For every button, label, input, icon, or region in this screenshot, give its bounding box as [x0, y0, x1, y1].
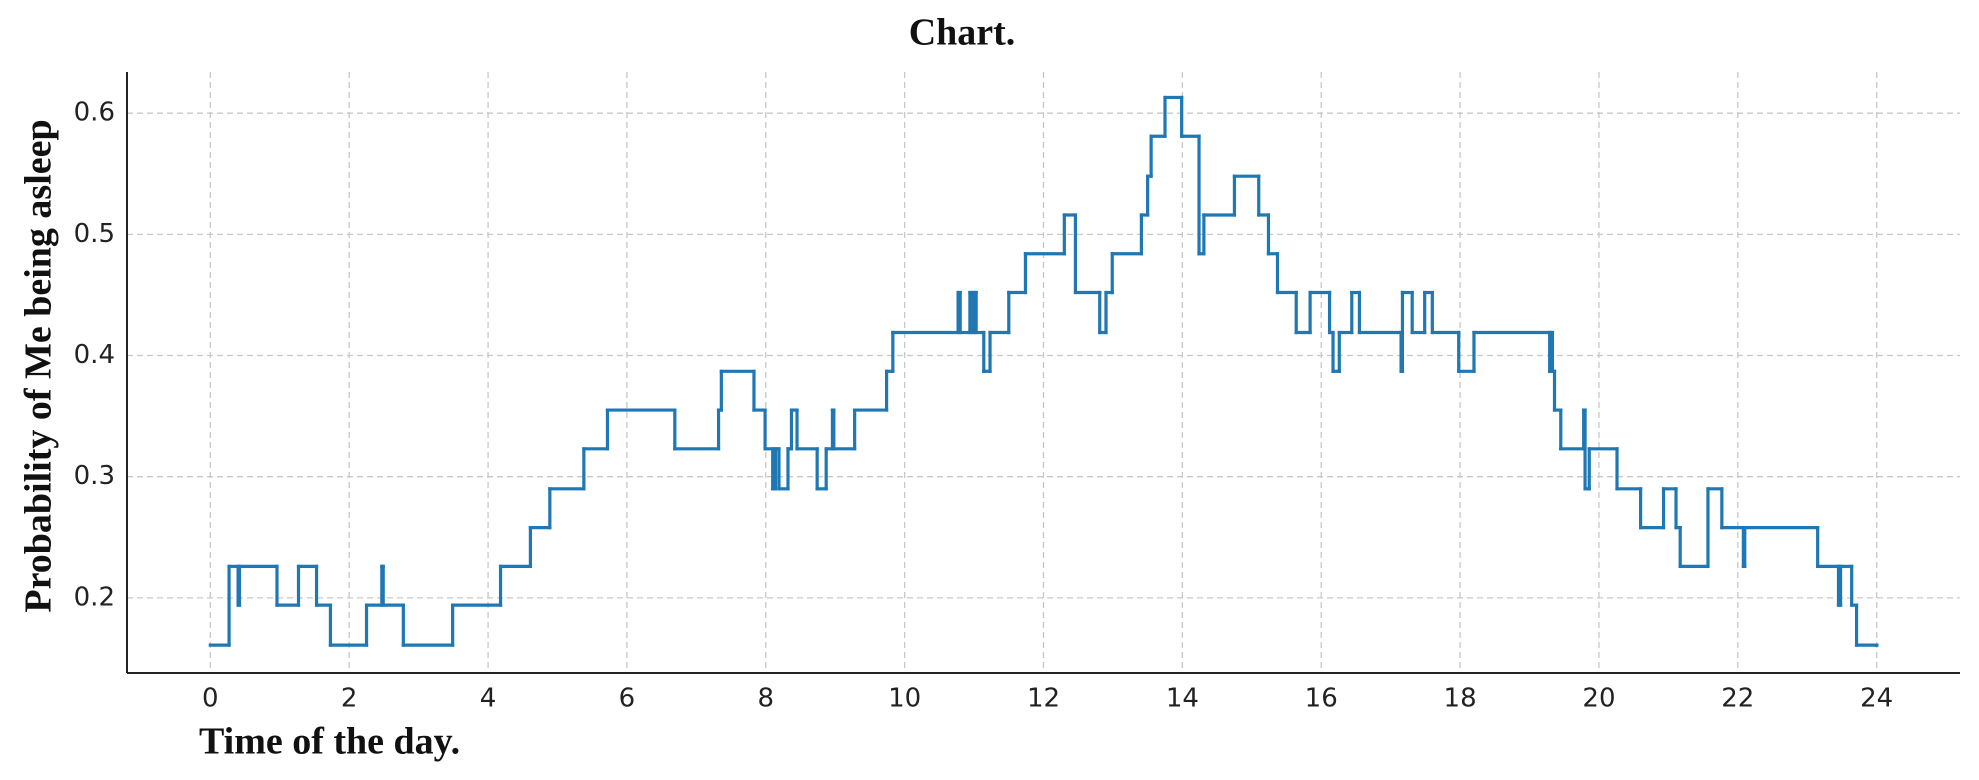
x-tick-label: 2: [341, 684, 358, 714]
y-tick-label: 0.6: [74, 98, 115, 128]
y-tick-label: 0.2: [74, 582, 115, 612]
x-tick-label: 10: [888, 684, 921, 714]
step-riser: [227, 95, 1879, 647]
x-tick-label: 14: [1166, 684, 1199, 714]
x-tick-label: 0: [202, 684, 219, 714]
x-tick-label: 6: [619, 684, 636, 714]
y-tick-label: 0.5: [74, 219, 115, 249]
x-tick-label: 12: [1027, 684, 1060, 714]
chart-title: Chart.: [909, 12, 1016, 54]
x-axis-label: Time of the day.: [199, 721, 460, 763]
y-tick-label: 0.4: [74, 340, 115, 370]
x-tick-label: 16: [1305, 684, 1338, 714]
x-tick-label: 8: [757, 684, 774, 714]
x-tick-label: 22: [1721, 684, 1754, 714]
x-tick-label: 4: [480, 684, 497, 714]
y-tick-label: 0.3: [74, 461, 115, 491]
x-tick-label: 20: [1582, 684, 1615, 714]
x-tick-label: 18: [1444, 684, 1477, 714]
y-axis-label: Probability of Me being asleep: [18, 119, 60, 612]
x-tick-label: 24: [1860, 684, 1893, 714]
